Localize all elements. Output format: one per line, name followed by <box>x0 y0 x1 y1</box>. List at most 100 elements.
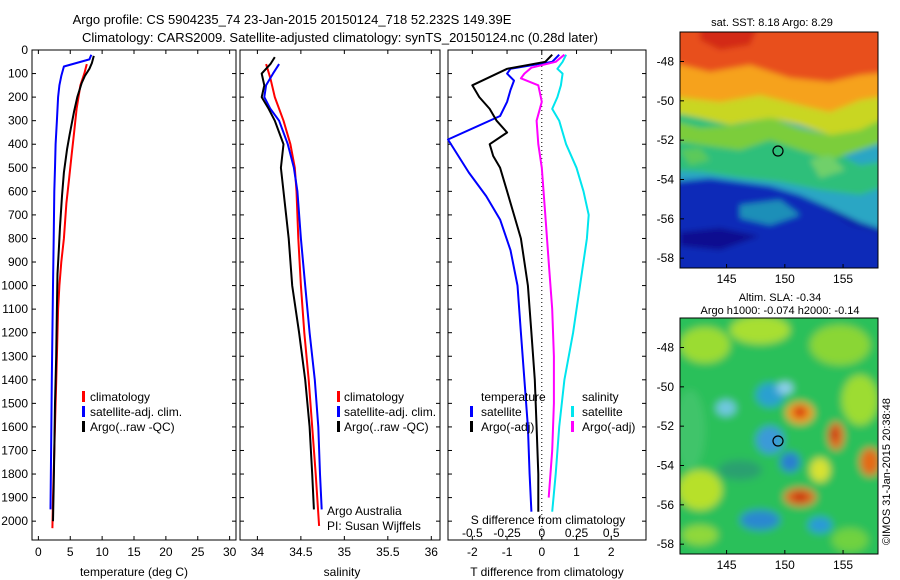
x-tick-label: 0 <box>538 545 545 559</box>
map-x-tick-label: 145 <box>717 558 737 572</box>
map-y-tick-label: -52 <box>657 133 675 147</box>
legend-heading-salinity: salinity <box>582 390 619 404</box>
salinity-profile-panel: 34 34.5 35 35.5 36 <box>239 49 441 559</box>
legend-label: Argo(-adj) <box>582 420 635 434</box>
map-y-tick-label: -54 <box>657 459 675 473</box>
series-line-satellite-adj-clim- <box>49 54 93 510</box>
sla-map-title-line2: Argo h1000: -0.074 h2000: -0.14 <box>700 305 859 317</box>
sla-field <box>680 318 878 554</box>
x-tick-label-salinity: 0 <box>538 526 545 540</box>
x-tick-label: 35 <box>338 545 352 559</box>
sst-map <box>679 31 879 269</box>
sst-field <box>680 32 878 268</box>
legend-label: satellite-adj. clim. <box>344 405 436 419</box>
credit-argo-australia: Argo Australia <box>327 504 402 518</box>
x-tick-label: 15 <box>127 545 141 559</box>
map-x-tick-label: 150 <box>775 272 795 286</box>
sla-map-title-line1: Altim. SLA: -0.34 <box>739 292 822 304</box>
x-tick-label: 2 <box>608 545 615 559</box>
map-y-tick-label: -54 <box>657 173 675 187</box>
legend-label: climatology <box>344 390 404 404</box>
legend-label: Argo(..raw -QC) <box>344 420 429 434</box>
y-tick-label: 300 <box>8 114 28 128</box>
sla-map-frame <box>679 317 879 555</box>
y-tick-label: 100 <box>8 67 28 81</box>
y-tick-label: 600 <box>8 184 28 198</box>
map-y-tick-label: -48 <box>657 55 675 69</box>
t-difference-axis-label: T difference from climatology <box>470 565 624 579</box>
y-tick-label: 1700 <box>1 443 28 457</box>
map-y-tick-label: -58 <box>657 537 675 551</box>
y-tick-label: 900 <box>8 255 28 269</box>
x-tick-label: 25 <box>191 545 205 559</box>
y-tick-label: 500 <box>8 161 28 175</box>
legend-swatch-satellite <box>470 406 473 417</box>
plot-frame <box>447 49 647 541</box>
map-x-tick-label: 145 <box>717 272 737 286</box>
legend-label: climatology <box>90 390 150 404</box>
sst-map-frame <box>679 31 879 269</box>
x-tick-label: 20 <box>159 545 173 559</box>
temperature-legend: climatology satellite-adj. clim. Argo(..… <box>82 390 182 434</box>
map-x-tick-label: 155 <box>833 558 853 572</box>
legend-label: satellite <box>481 405 522 419</box>
x-tick-label: 35.5 <box>376 545 400 559</box>
map-x-tick-label: 150 <box>775 558 795 572</box>
map-x-tick-label: 155 <box>833 272 853 286</box>
y-tick-label: 1900 <box>1 491 28 505</box>
x-tick-label-salinity: -0.25 <box>493 526 521 540</box>
series-line-climatology <box>265 63 321 526</box>
difference-profile-panel: -2 -1 0 1 2 -0.5 -0.25 0 0.25 0.5 <box>447 49 647 559</box>
figure-title-line2: Climatology: CARS2009. Satellite-adjuste… <box>82 30 598 45</box>
y-tick-label: 0 <box>21 43 28 57</box>
plot-frame <box>31 49 237 541</box>
figure-title-line1: Argo profile: CS 5904235_74 23-Jan-2015 … <box>73 12 512 27</box>
map-y-tick-label: -56 <box>657 212 675 226</box>
x-tick-label: 0 <box>35 545 42 559</box>
legend-swatch-sat-salinity <box>571 406 574 417</box>
legend-swatch-satellite <box>337 406 340 417</box>
map-y-tick-label: -52 <box>657 419 675 433</box>
y-tick-label: 1600 <box>1 420 28 434</box>
s-difference-axis-label: S difference from climatology <box>471 513 626 527</box>
series-line-salinity-argo-adj- <box>519 53 566 498</box>
series-line-salinity-satellite <box>551 54 590 512</box>
series-line-argo-raw-qc- <box>52 55 95 522</box>
legend-swatch-satellite <box>82 406 85 417</box>
legend-swatch-argo <box>82 421 85 432</box>
map-y-tick-label: -58 <box>657 251 675 265</box>
y-tick-label: 1800 <box>1 467 28 481</box>
y-tick-label: 800 <box>8 231 28 245</box>
sla-map <box>679 317 879 555</box>
x-tick-label-salinity: -0.5 <box>462 526 483 540</box>
legend-swatch-climatology <box>337 391 340 402</box>
x-tick-label: 30 <box>223 545 237 559</box>
plot-frame <box>239 49 441 541</box>
y-tick-label: 200 <box>8 90 28 104</box>
x-tick-label: 10 <box>95 545 109 559</box>
map-y-tick-label: -50 <box>657 380 675 394</box>
y-tick-label: 1400 <box>1 373 28 387</box>
sst-map-title: sat. SST: 8.18 Argo: 8.29 <box>711 17 833 29</box>
legend-swatch-argo <box>470 421 473 432</box>
legend-swatch-argo-salinity <box>571 421 574 432</box>
x-tick-label: 34 <box>251 545 265 559</box>
y-tick-label: 1500 <box>1 396 28 410</box>
legend-label: Argo(-adj) <box>481 420 534 434</box>
salinity-axis-label: salinity <box>324 565 361 579</box>
y-tick-label: 1100 <box>2 302 28 316</box>
x-tick-label-salinity: 0.25 <box>565 526 589 540</box>
x-tick-label: 5 <box>67 545 74 559</box>
legend-label: satellite-adj. clim. <box>90 405 182 419</box>
credit-pi: PI: Susan Wijffels <box>327 519 421 533</box>
series-line-satellite-adj-clim- <box>263 63 323 510</box>
x-tick-label: 1 <box>573 545 580 559</box>
x-tick-label: -2 <box>467 545 478 559</box>
series-line-argo-adj- <box>471 54 553 512</box>
map-y-tick-label: -56 <box>657 498 675 512</box>
legend-label: satellite <box>582 405 623 419</box>
y-tick-label: 1300 <box>1 349 28 363</box>
argo-location-marker <box>772 145 784 157</box>
y-tick-label: 1200 <box>1 326 28 340</box>
